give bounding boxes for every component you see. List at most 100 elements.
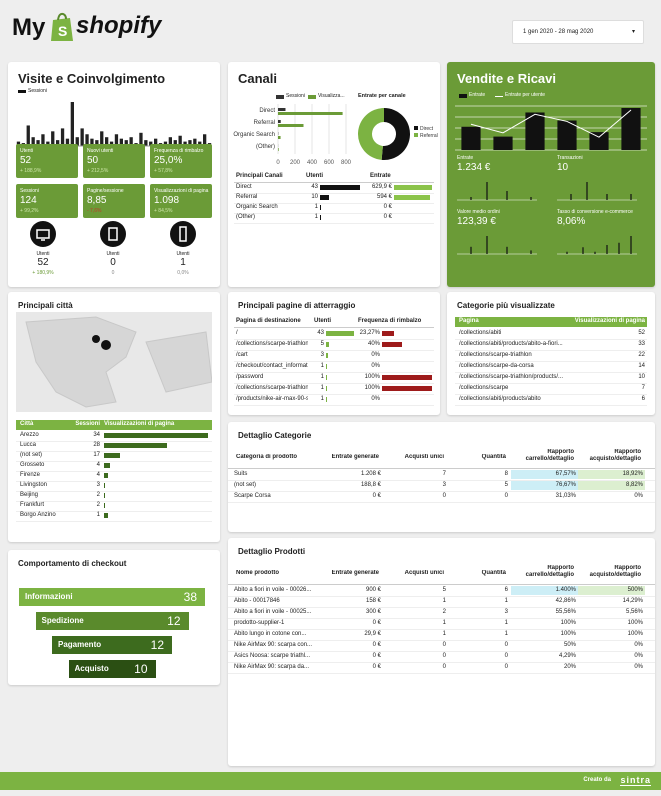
bar: [278, 124, 304, 127]
city-name: Borgo Anzino: [20, 512, 56, 518]
sessions-chart: [16, 102, 212, 147]
column-header: Nome prodotto: [236, 570, 279, 576]
channel-name: Referral: [236, 194, 258, 200]
users-value: 1: [314, 214, 318, 220]
spark-bar: [606, 245, 608, 254]
table-cell: 100%: [627, 620, 643, 626]
dropdown-arrow: ▾: [631, 29, 635, 35]
table-row: /collections/abiti 52: [455, 328, 647, 340]
column-header: Acquisti unici: [404, 454, 444, 460]
table-cell: 29,9 €: [364, 631, 381, 637]
table-cell: 4,29%: [558, 653, 576, 659]
users-value: 43: [311, 184, 318, 190]
table-cell: 0%: [634, 642, 643, 648]
table-cell: 158 €: [365, 598, 381, 604]
panel-title: Comportamento di checkout: [18, 559, 127, 568]
sessions-value: 4: [96, 462, 100, 468]
bar: [90, 138, 94, 146]
legend-swatch: [308, 95, 316, 99]
city-name: (not set): [20, 452, 43, 458]
column-header: Quantità: [481, 570, 506, 576]
table-row: /collections/scarpe-da-corsa 14: [455, 361, 647, 373]
bar: [278, 108, 286, 111]
bounce-bar: [382, 386, 432, 391]
bar: [154, 138, 158, 146]
table-cell: 0: [504, 493, 508, 499]
table-row: Abito a fiori in voile - 00025... 300 € 2 3…: [228, 607, 655, 619]
table-cell: Abito - 00017846: [234, 598, 280, 604]
views-value: 7: [641, 385, 645, 391]
panel-dettaglio-prodotti: Dettaglio Prodotti Nome prodotto Entrate g…: [228, 538, 655, 766]
spark-bar: [606, 194, 608, 200]
table-cell: 8: [504, 471, 508, 477]
map: [16, 312, 212, 412]
bar: [41, 134, 45, 146]
panel-checkout: Comportamento di checkout Informazioni 38 S…: [8, 550, 220, 685]
device-label: Utenti: [36, 251, 50, 257]
users-value: 5: [320, 341, 324, 347]
table-cell: 5: [504, 482, 508, 488]
bar: [557, 120, 577, 150]
users-bar: [320, 205, 321, 210]
panel-visite: Visite e Coinvolgimento Sessioni Utenti 52 +…: [8, 62, 220, 287]
users-value: 1: [320, 374, 324, 380]
page-path: /products/nike-air-max-90-scarpa...: [236, 396, 308, 402]
logo-icon: S: [51, 12, 73, 41]
table-row: Grosseto 4: [16, 461, 212, 472]
panel-title: Dettaglio Prodotti: [238, 547, 306, 556]
bar: [188, 140, 192, 146]
kpi-label: Visualizzazioni di pagina: [154, 188, 209, 194]
table-cell: 900 €: [365, 587, 381, 593]
revenue-value: 594 €: [376, 194, 392, 200]
table-header: Categoria di prodotto Entrate generate Acq…: [228, 448, 655, 469]
bounce-value: 23,27%: [359, 330, 380, 336]
sessions-value: 2: [96, 492, 100, 498]
city-name: Beijing: [20, 492, 39, 498]
views-bar: [104, 443, 168, 448]
table-cell: 2: [442, 609, 446, 615]
table-cell: 1: [442, 598, 446, 604]
bar: [621, 108, 641, 150]
city-name: Frankfurt: [20, 502, 45, 508]
table-cell: 0 €: [372, 620, 381, 626]
y-tick-label: Referral: [254, 120, 275, 126]
channel-bar-chart: 0 200 400 600 800 Direct Referral Organic Searc…: [233, 104, 352, 166]
kpi-label: Nuovi utenti: [87, 148, 114, 154]
date-range: 1 gen 2020 - 28 mag 2020: [523, 29, 594, 35]
table-row: /password 1 100%: [234, 372, 434, 384]
donut-slice: [381, 108, 410, 160]
footer-brand: sintra: [620, 775, 651, 786]
page-path: /collections/scarpe-triathlon/products/.…: [459, 374, 564, 380]
table-cell: 100%: [627, 631, 643, 637]
legend-label: Sessioni: [286, 93, 305, 99]
table-row: Livingston 3: [16, 481, 212, 492]
views-bar: [104, 473, 108, 478]
bar: [198, 141, 202, 146]
page-path: /: [236, 330, 238, 336]
x-tick-label: 400: [307, 160, 318, 166]
table-row: Nike AirMax 90: scarpa con... 0 € 0 0 50% 0%: [228, 640, 655, 652]
users-value: 43: [317, 330, 324, 336]
legend-swatch: [414, 133, 418, 137]
step-value: 12: [150, 638, 164, 652]
table-cell: 100%: [560, 631, 576, 637]
views-value: 52: [638, 330, 645, 336]
users-bar: [326, 386, 327, 391]
kpi-sparkline: [557, 182, 637, 201]
spark-bar: [630, 194, 632, 200]
bar: [114, 134, 119, 146]
column-header: Utenti: [306, 173, 323, 179]
table-header: Nome prodotto Entrate generate Acquisti un…: [228, 564, 655, 585]
users-value: 1: [320, 363, 324, 369]
panel-title: Dettaglio Categorie: [238, 431, 312, 440]
spark-bar: [570, 194, 572, 200]
column-header: Pagina di destinazione: [236, 318, 301, 324]
city-name: Firenze: [20, 472, 41, 478]
date-range-picker[interactable]: 1 gen 2020 - 28 mag 2020 ▾: [512, 20, 644, 44]
revenue-value: 0 €: [383, 204, 392, 210]
table-row: Organic Search 1 0 €: [234, 203, 434, 214]
users-bar: [326, 375, 327, 380]
bar: [56, 140, 60, 146]
device-delta: 0,0%: [177, 270, 189, 276]
users-bar: [326, 342, 330, 347]
